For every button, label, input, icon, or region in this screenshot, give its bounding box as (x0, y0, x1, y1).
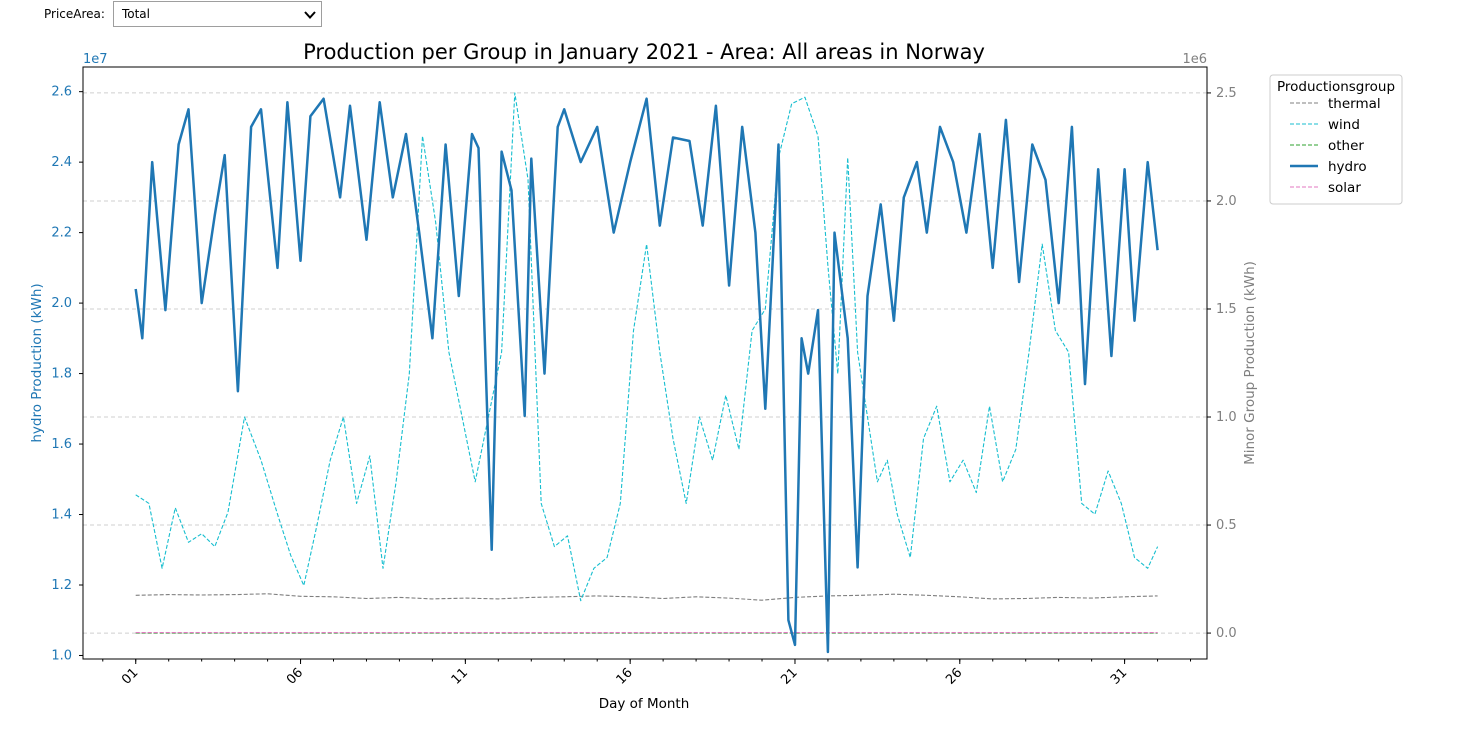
price-area-widget: PriceArea: Total (0, 0, 322, 28)
legend-label-wind: wind (1328, 117, 1360, 133)
legend-title: Productionsgroup (1277, 79, 1395, 95)
price-area-selected-value: Total (121, 7, 150, 21)
legend-label-thermal: thermal (1328, 96, 1381, 112)
x-tick-label: 26 (943, 665, 965, 687)
price-area-label: PriceArea: (44, 7, 105, 21)
legend: Productionsgroup thermal wind other hydro so… (1269, 74, 1403, 205)
series-line-thermal (135, 593, 1158, 601)
right-tick-label: 2.5 (1216, 86, 1237, 101)
right-axis-label: Minor Group Production (kWh) (1242, 261, 1258, 465)
x-tick-label: 31 (1108, 665, 1130, 687)
right-tick-label: 0.5 (1216, 518, 1237, 533)
x-tick-label: 06 (284, 665, 306, 687)
legend-label-other: other (1328, 138, 1364, 154)
price-area-dropdown[interactable]: Total (112, 1, 322, 27)
chevron-down-icon (304, 11, 316, 19)
series-lines (134, 92, 1159, 654)
left-offset-text: 1e7 (83, 52, 108, 67)
left-axis-label: hydro Production (kWh) (29, 283, 45, 442)
left-tick-label: 1.0 (51, 648, 72, 663)
series-line-hydro (134, 97, 1159, 654)
right-tick-label: 1.0 (1216, 410, 1237, 425)
right-tick-label: 2.0 (1216, 194, 1237, 209)
x-tick-label: 16 (614, 665, 636, 687)
right-tick-label: 1.5 (1216, 302, 1237, 317)
left-tick-label: 1.4 (51, 508, 72, 523)
right-tick-label: 0.0 (1216, 626, 1237, 641)
legend-label-hydro: hydro (1328, 159, 1367, 175)
x-tick-label: 11 (449, 665, 471, 687)
x-tick-label: 01 (119, 665, 141, 687)
left-tick-label: 2.4 (51, 155, 72, 170)
legend-box (1269, 74, 1403, 205)
left-tick-label: 1.8 (51, 367, 72, 382)
left-tick-label: 1.6 (51, 437, 72, 452)
series-line-wind (135, 92, 1159, 602)
chart-title: Production per Group in January 2021 - A… (303, 40, 985, 64)
right-offset-text: 1e6 (1182, 52, 1207, 67)
left-tick-label: 2.2 (51, 226, 72, 241)
x-axis-label: Day of Month (599, 696, 690, 712)
left-tick-label: 1.2 (51, 578, 72, 593)
grid-lines (83, 92, 1207, 634)
axes: 0.0 0.5 1.0 1.5 2.0 2.5 1.0 1.2 1.4 1.6 1.8 2.0 2.2 2… (51, 85, 1236, 688)
left-tick-label: 2.0 (51, 296, 72, 311)
legend-label-solar: solar (1328, 180, 1361, 196)
x-tick-label: 21 (778, 665, 800, 687)
left-tick-label: 2.6 (51, 85, 72, 100)
plot-frame (82, 66, 1208, 660)
